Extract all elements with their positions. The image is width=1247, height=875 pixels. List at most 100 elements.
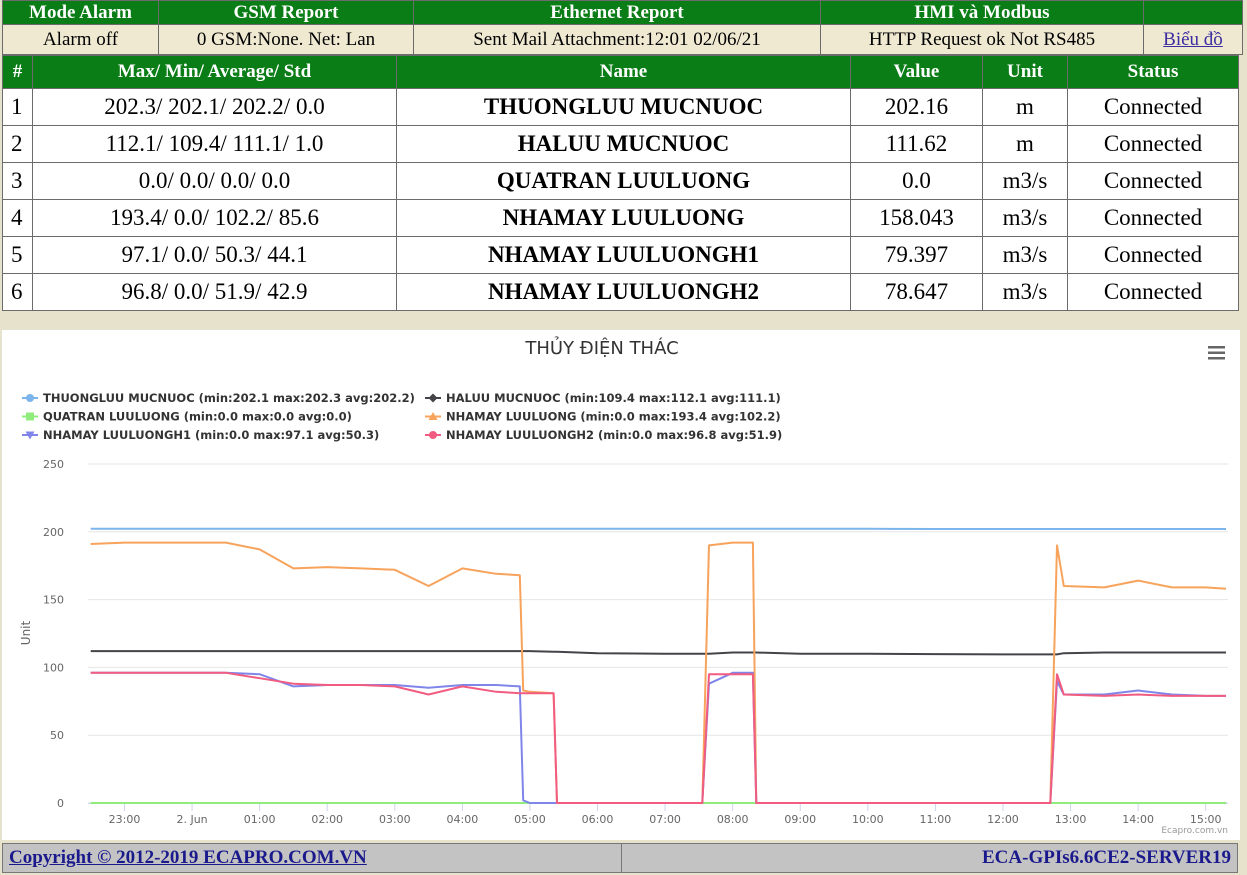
cell: 111.62 — [850, 125, 983, 163]
cell: 5 — [2, 236, 33, 274]
chart-link[interactable]: Biểu đồ — [1163, 28, 1223, 50]
x-tick-label: 09:00 — [784, 813, 816, 826]
cell: NHAMAY LUULUONG — [396, 199, 851, 237]
x-tick-label: 11:00 — [920, 813, 952, 826]
cell: m — [982, 125, 1068, 163]
cell: 96.8/ 0.0/ 51.9/ 42.9 — [32, 273, 397, 311]
legend-label: THUONGLUU MUCNUOC (min:202.1 max:202.3 a… — [43, 391, 415, 405]
cell: m3/s — [982, 273, 1068, 311]
x-tick-label: 12:00 — [987, 813, 1019, 826]
series-line — [90, 541, 1227, 804]
menu-bar — [1208, 357, 1225, 360]
header-cell: Status — [1067, 55, 1239, 89]
cell: 6 — [2, 273, 33, 311]
chart-title: THỦY ĐIỆN THÁC — [524, 336, 678, 359]
cell: Connected — [1067, 162, 1239, 200]
cell: m3/s — [982, 199, 1068, 237]
cell: 158.043 — [850, 199, 983, 237]
chart: THỦY ĐIỆN THÁC Unit Ecapro.com.vn 0 50 100… — [2, 330, 1240, 840]
cell: QUATRAN LUULUONG — [396, 162, 851, 200]
cell: m — [982, 88, 1068, 126]
status-table: Mode Alarm GSM Report Ethernet Report HM… — [2, 0, 1243, 55]
copyright-link[interactable]: Copyright © 2012-2019 ECAPRO.COM.VN — [9, 847, 367, 868]
menu-bar — [1208, 346, 1225, 349]
cell: THUONGLUU MUCNUOC — [396, 88, 851, 126]
legend-label: NHAMAY LUULUONG (min:0.0 max:193.4 avg:1… — [446, 410, 781, 424]
menu-button[interactable] — [1208, 346, 1225, 360]
cell: 202.3/ 202.1/ 202.2/ 0.0 — [32, 88, 397, 126]
cell: Connected — [1067, 236, 1239, 274]
table-row: 2 112.1/ 109.4/ 111.1/ 1.0 HALUU MUCNUOC 11… — [2, 125, 1239, 163]
header-cell: Unit — [982, 55, 1068, 89]
x-tick-label: 14:00 — [1122, 813, 1154, 826]
y-tick-label: 100 — [43, 661, 64, 674]
x-tick-label: 10:00 — [852, 813, 884, 826]
status-cell: Sent Mail Attachment:12:01 02/06/21 — [413, 24, 821, 55]
legend-label: HALUU MUCNUOC (min:109.4 max:112.1 avg:1… — [446, 391, 781, 405]
footer: Copyright © 2012-2019 ECAPRO.COM.VN ECA-… — [2, 843, 1238, 873]
x-tick-label: 15:00 — [1190, 813, 1222, 826]
cell: 3 — [2, 162, 33, 200]
legend-marker — [428, 412, 438, 420]
x-tick-label: 02:00 — [311, 813, 343, 826]
x-tick-label: 23:00 — [109, 813, 141, 826]
table-row: 6 96.8/ 0.0/ 51.9/ 42.9 NHAMAY LUULUONGH2 7… — [2, 273, 1239, 311]
divider — [621, 844, 622, 872]
header-cell: HMI và Modbus — [820, 0, 1144, 25]
header-cell: GSM Report — [158, 0, 414, 25]
x-tick-label: 13:00 — [1055, 813, 1087, 826]
cell: m3/s — [982, 236, 1068, 274]
legend-marker — [428, 393, 438, 403]
x-tick-label: 04:00 — [447, 813, 479, 826]
header-cell — [1143, 0, 1243, 25]
x-tick-label: 07:00 — [649, 813, 681, 826]
cell: NHAMAY LUULUONGH1 — [396, 236, 851, 274]
cell: 2 — [2, 125, 33, 163]
x-tick-label: 06:00 — [582, 813, 614, 826]
cell: NHAMAY LUULUONGH2 — [396, 273, 851, 311]
header-cell: # — [2, 55, 33, 89]
legend-marker — [429, 431, 437, 439]
cell: 4 — [2, 199, 33, 237]
cell: 202.16 — [850, 88, 983, 126]
x-tick-label: 01:00 — [244, 813, 276, 826]
header-cell: Mode Alarm — [2, 0, 159, 25]
server-name: ECA-GPIs6.6CE2-SERVER19 — [982, 847, 1231, 868]
legend-marker — [26, 394, 34, 402]
table-row: 1 202.3/ 202.1/ 202.2/ 0.0 THUONGLUU MUCNU… — [2, 88, 1239, 126]
legend-marker — [26, 412, 34, 421]
header-row: # Max/ Min/ Average/ Std Name Value Unit Stat… — [2, 55, 1239, 89]
table-row: 3 0.0/ 0.0/ 0.0/ 0.0 QUATRAN LUULUONG 0.0 m3… — [2, 162, 1239, 200]
status-cell: Alarm off — [2, 24, 159, 55]
legend-label: QUATRAN LUULUONG (min:0.0 max:0.0 avg:0.… — [43, 410, 352, 424]
cell: 79.397 — [850, 236, 983, 274]
x-tick-label: 03:00 — [379, 813, 411, 826]
cell: Connected — [1067, 125, 1239, 163]
menu-bar — [1208, 351, 1225, 354]
header-cell: Max/ Min/ Average/ Std — [32, 55, 397, 89]
cell: 1 — [2, 88, 33, 126]
x-tick-label: 2. Jun — [176, 813, 207, 826]
cell: Connected — [1067, 88, 1239, 126]
cell: Connected — [1067, 273, 1239, 311]
header-cell: Name — [396, 55, 851, 89]
cell: 193.4/ 0.0/ 102.2/ 85.6 — [32, 199, 397, 237]
data-table: # Max/ Min/ Average/ Std Name Value Unit Stat… — [2, 55, 1239, 311]
y-axis-title: Unit — [19, 620, 33, 645]
legend-label: NHAMAY LUULUONGH1 (min:0.0 max:97.1 avg:… — [43, 428, 379, 442]
series-line — [90, 671, 1226, 804]
y-tick-label: 150 — [43, 594, 64, 607]
status-cell: HTTP Request ok Not RS485 — [820, 24, 1144, 55]
cell: 78.647 — [850, 273, 983, 311]
status-cell: Biểu đồ — [1143, 24, 1243, 55]
status-cell: 0 GSM:None. Net: Lan — [158, 24, 414, 55]
cell: HALUU MUCNUOC — [396, 125, 851, 163]
series-line — [90, 650, 1226, 656]
x-tick-label: 08:00 — [717, 813, 749, 826]
table-row: 5 97.1/ 0.0/ 50.3/ 44.1 NHAMAY LUULUONGH1 7… — [2, 236, 1239, 274]
cell: 0.0 — [850, 162, 983, 200]
cell: Connected — [1067, 199, 1239, 237]
legend-marker — [25, 431, 35, 440]
legend-label: NHAMAY LUULUONGH2 (min:0.0 max:96.8 avg:… — [446, 428, 782, 442]
